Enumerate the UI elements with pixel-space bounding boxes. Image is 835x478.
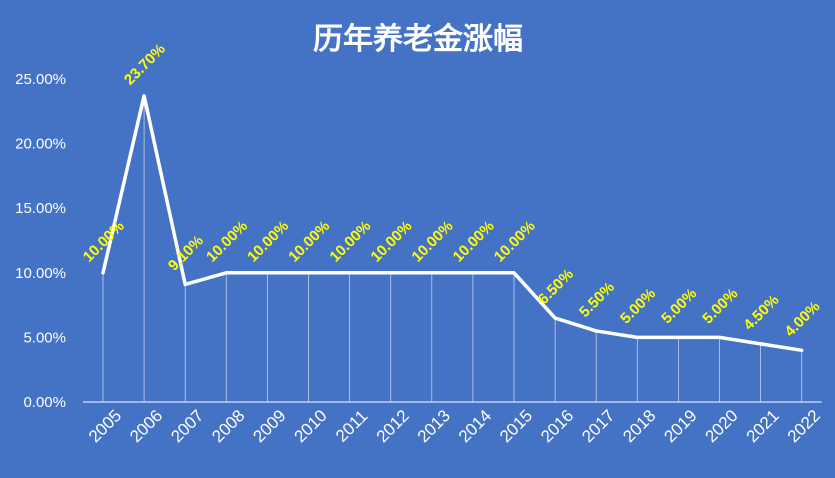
x-tick-label: 2019 [660, 406, 700, 446]
data-label: 10.00% [244, 218, 292, 266]
y-tick-label: 20.00% [15, 136, 66, 153]
y-tick-label: 0.00% [23, 394, 66, 411]
x-tick-label: 2006 [126, 406, 166, 446]
data-label: 10.00% [409, 218, 457, 266]
data-label: 10.00% [450, 218, 498, 266]
x-tick-label: 2022 [784, 406, 824, 446]
x-tick-label: 2016 [537, 406, 577, 446]
x-tick-label: 2021 [743, 406, 783, 446]
x-tick-label: 2011 [332, 406, 371, 445]
data-label: 10.00% [80, 218, 128, 266]
x-tick-label: 2008 [208, 406, 248, 446]
data-label: 5.00% [699, 285, 741, 327]
data-label: 4.50% [740, 292, 782, 334]
x-tick-label: 2013 [414, 406, 454, 446]
data-label: 10.00% [491, 218, 539, 266]
y-tick-label: 15.00% [15, 200, 66, 217]
data-label: 5.00% [617, 285, 659, 327]
series-line [101, 94, 804, 353]
data-label: 10.00% [368, 218, 416, 266]
y-tick-label: 10.00% [15, 265, 66, 282]
data-labels: 10.00%23.70%9.10%10.00%10.00%10.00%10.00… [80, 41, 824, 341]
y-axis-ticks: 0.00% 5.00% 10.00% 15.00% 20.00% 25.00% [15, 71, 66, 411]
x-tick-label: 2018 [619, 406, 659, 446]
data-label: 10.00% [203, 218, 251, 266]
x-tick-label: 2017 [578, 406, 618, 446]
chart-title: 历年养老金涨幅 [313, 22, 523, 57]
data-label: 5.00% [658, 285, 700, 327]
x-axis-ticks: 2005 2006 2007 2008 2009 2010 2011 2012 2013 2014… [85, 406, 824, 446]
x-tick-label: 2007 [167, 406, 207, 446]
y-tick-label: 25.00% [15, 71, 66, 88]
data-label: 5.50% [576, 279, 618, 321]
x-tick-label: 2005 [85, 406, 125, 446]
data-label: 4.00% [781, 298, 823, 340]
data-label: 10.00% [326, 218, 374, 266]
drop-lines [102, 95, 803, 402]
data-label: 9.10% [165, 232, 207, 274]
x-tick-label: 2012 [373, 406, 413, 446]
x-tick-label: 2020 [702, 406, 742, 446]
x-tick-label: 2010 [291, 406, 331, 446]
y-tick-label: 5.00% [23, 329, 66, 346]
data-label: 6.50% [535, 266, 577, 308]
x-tick-label: 2015 [496, 406, 536, 446]
data-label: 10.00% [285, 218, 333, 266]
data-label: 23.70% [121, 41, 169, 89]
x-tick-label: 2009 [249, 406, 289, 446]
x-tick-label: 2014 [455, 406, 495, 446]
